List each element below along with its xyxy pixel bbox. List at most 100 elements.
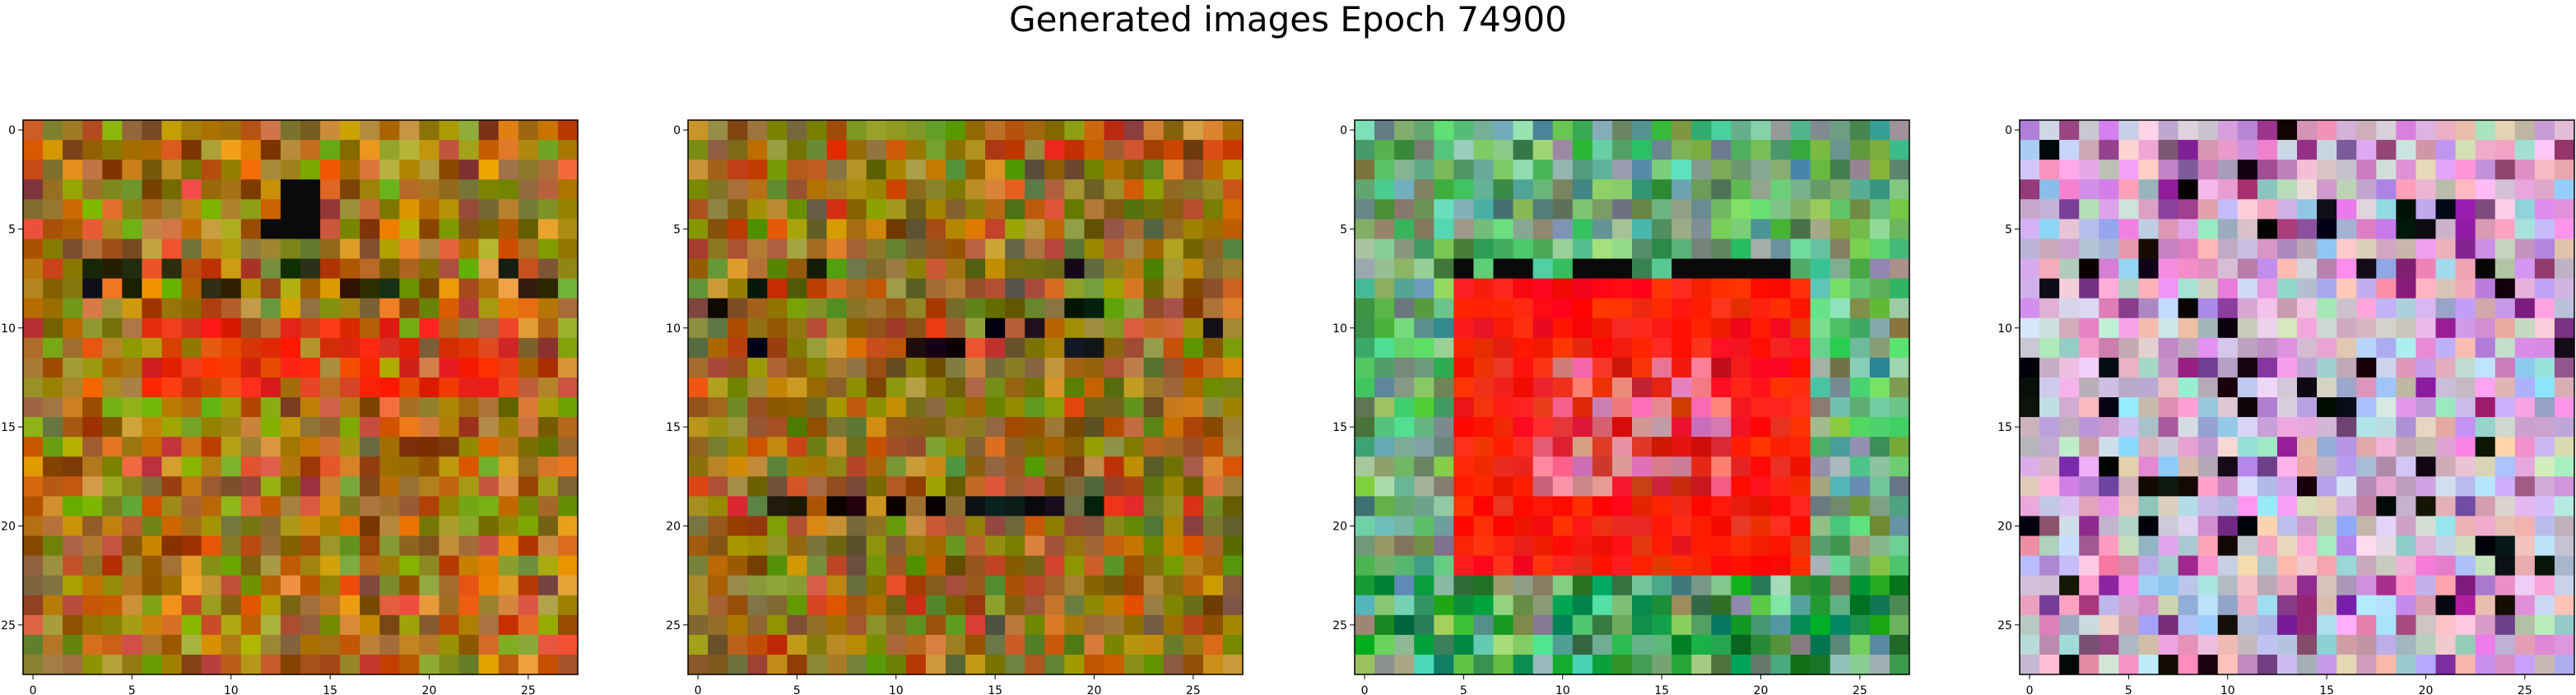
- pixel-cell: [399, 258, 420, 280]
- pixel-cell: [2356, 654, 2377, 675]
- y-tick-label: 25: [1, 619, 16, 632]
- pixel-cell: [1044, 476, 1065, 497]
- pixel-cell: [728, 634, 748, 656]
- pixel-cell: [2158, 476, 2179, 497]
- pixel-cell: [1453, 535, 1474, 557]
- pixel-cell: [1005, 357, 1025, 378]
- pixel-cell: [201, 555, 222, 577]
- pixel-cell: [807, 654, 827, 675]
- pixel-cell: [1711, 654, 1732, 675]
- x-tick-label: 25: [521, 684, 536, 695]
- pixel-cell: [1434, 258, 1454, 280]
- pixel-cell: [2257, 496, 2278, 517]
- pixel-cell: [1751, 317, 1771, 339]
- pixel-cell: [102, 120, 123, 141]
- pixel-cell: [886, 219, 907, 239]
- pixel-cell: [2435, 377, 2457, 398]
- pixel-cell: [2475, 140, 2496, 160]
- pixel-cell: [537, 397, 559, 418]
- pixel-cell: [23, 317, 44, 339]
- pixel-cell: [2237, 278, 2258, 299]
- pixel-cell: [846, 140, 867, 160]
- pixel-cell: [1751, 516, 1771, 536]
- pixel-cell: [1025, 179, 1045, 200]
- pixel-cell: [181, 357, 202, 378]
- pixel-cell: [2435, 278, 2457, 299]
- pixel-cell: [1751, 595, 1771, 616]
- pixel-cell: [1434, 377, 1454, 398]
- pixel-cell: [221, 179, 242, 200]
- pixel-cell: [23, 397, 44, 418]
- pixel-cell: [945, 397, 966, 418]
- pixel-cell: [1453, 614, 1474, 636]
- pixel-cell: [1025, 357, 1045, 378]
- pixel-cell: [379, 377, 400, 398]
- pixel-cell: [458, 377, 480, 398]
- pixel-cell: [2317, 496, 2337, 517]
- pixel-cell: [1731, 595, 1751, 616]
- pixel-cell: [1849, 437, 1871, 457]
- pixel-cell: [866, 614, 887, 636]
- pixel-cell: [2138, 357, 2159, 378]
- pixel-cell: [1552, 317, 1574, 339]
- pixel-cell: [688, 555, 709, 577]
- pixel-cell: [2138, 199, 2159, 220]
- pixel-cell: [925, 219, 946, 239]
- pixel-cell: [1691, 456, 1712, 477]
- pixel-cell: [1672, 496, 1692, 517]
- pixel-cell: [557, 417, 579, 438]
- pixel-cell: [1611, 160, 1633, 180]
- pixel-cell: [807, 140, 827, 160]
- pixel-cell: [1005, 120, 1025, 141]
- pixel-cell: [688, 397, 709, 418]
- pixel-cell: [1202, 555, 1224, 577]
- pixel-cell: [2356, 437, 2377, 457]
- pixel-cell: [1123, 298, 1145, 319]
- pixel-cell: [2099, 575, 2119, 596]
- pixel-cell: [201, 516, 222, 536]
- pixel-cell: [1414, 120, 1434, 141]
- pixel-cell: [1355, 199, 1375, 220]
- pixel-cell: [360, 160, 380, 180]
- pixel-cell: [2276, 120, 2298, 141]
- pixel-cell: [2217, 317, 2239, 339]
- pixel-cell: [1770, 654, 1792, 675]
- pixel-cell: [1084, 496, 1104, 517]
- pixel-cell: [1849, 219, 1871, 239]
- pixel-cell: [557, 160, 579, 180]
- pixel-cell: [419, 120, 439, 141]
- pixel-cell: [260, 298, 281, 319]
- pixel-cell: [439, 397, 460, 418]
- pixel-cell: [1513, 417, 1534, 438]
- pixel-cell: [240, 337, 262, 359]
- pixel-cell: [728, 317, 748, 339]
- y-tick-label: 5: [2005, 223, 2012, 236]
- pixel-cell: [1632, 476, 1653, 497]
- pixel-cell: [2257, 575, 2278, 596]
- pixel-cell: [1005, 179, 1025, 200]
- pixel-cell: [2059, 476, 2080, 497]
- pixel-cell: [2297, 278, 2318, 299]
- pixel-cell: [905, 555, 927, 577]
- pixel-cell: [2059, 120, 2080, 141]
- pixel-cell: [1751, 614, 1771, 636]
- pixel-cell: [886, 160, 907, 180]
- pixel-cell: [1711, 456, 1732, 477]
- pixel-cell: [1572, 437, 1593, 457]
- pixel-cell: [826, 476, 848, 497]
- pixel-cell: [1652, 357, 1672, 378]
- pixel-cell: [1632, 357, 1653, 378]
- pixel-cell: [2138, 654, 2159, 675]
- pixel-cell: [1222, 239, 1244, 259]
- pixel-cell: [142, 575, 162, 596]
- pixel-cell: [1611, 377, 1633, 398]
- pixel-cell: [340, 258, 360, 280]
- pixel-cell: [1453, 278, 1474, 299]
- pixel-cell: [1869, 397, 1890, 418]
- pixel-cell: [518, 595, 539, 616]
- pixel-cell: [1830, 140, 1851, 160]
- pixel-cell: [1414, 179, 1434, 200]
- pixel-cell: [63, 476, 83, 497]
- pixel-cell: [2495, 219, 2516, 239]
- pixel-cell: [1414, 199, 1434, 220]
